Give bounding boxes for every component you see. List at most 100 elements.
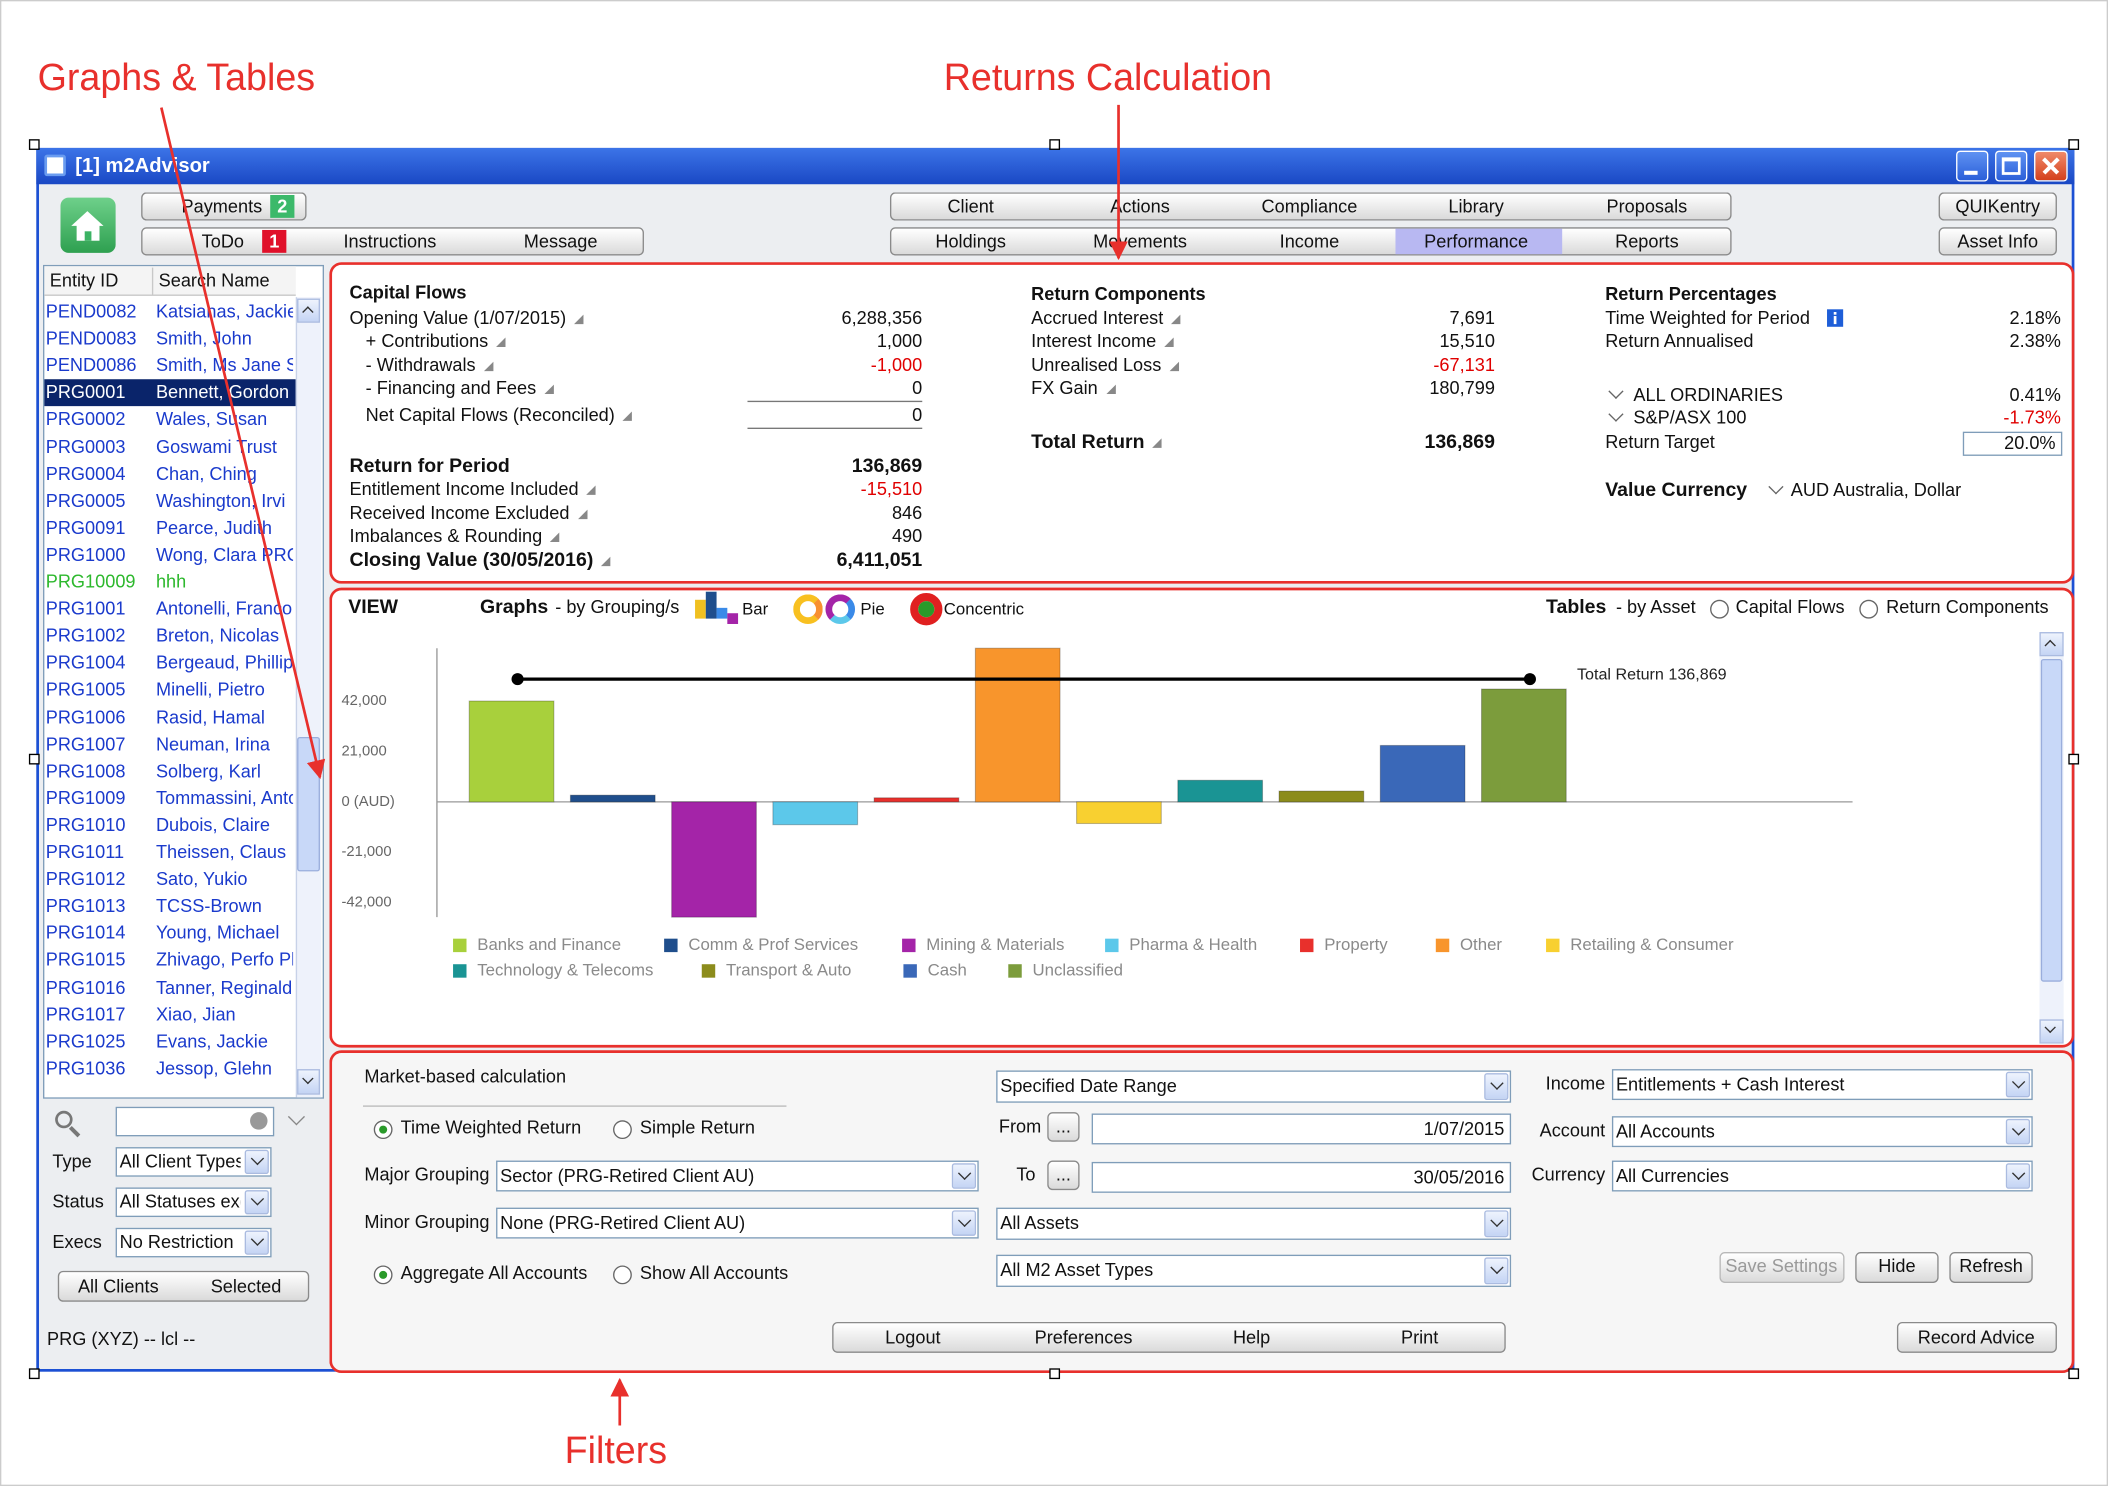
label[interactable]: ... bbox=[1055, 1164, 1071, 1185]
select[interactable] bbox=[1611, 1160, 2033, 1192]
bar-icon bbox=[716, 607, 728, 619]
button[interactable] bbox=[832, 1321, 1506, 1353]
select[interactable] bbox=[1611, 1069, 2033, 1101]
search-input[interactable] bbox=[115, 1106, 275, 1137]
label: Return for Period bbox=[349, 455, 510, 478]
scroll-thumb[interactable] bbox=[2040, 658, 2063, 982]
label[interactable]: Client bbox=[947, 196, 994, 217]
search-name: Neuman, Irina bbox=[155, 733, 270, 754]
radio[interactable] bbox=[613, 1120, 632, 1140]
button[interactable] bbox=[1047, 1112, 1080, 1142]
icon bbox=[1833, 316, 1837, 325]
pie-icon[interactable] bbox=[825, 594, 856, 624]
button[interactable] bbox=[889, 192, 1732, 221]
radio[interactable] bbox=[613, 1265, 632, 1285]
search-name: Rasid, Hamal bbox=[155, 706, 265, 727]
button[interactable] bbox=[1949, 1252, 2033, 1283]
select[interactable] bbox=[996, 1207, 1512, 1240]
label[interactable]: Refresh bbox=[1959, 1256, 2023, 1277]
radio[interactable] bbox=[1859, 599, 1879, 619]
minimize-button[interactable] bbox=[1956, 150, 1989, 182]
label[interactable]: Time Weighted Return bbox=[400, 1117, 582, 1138]
label: Income bbox=[1545, 1073, 1606, 1094]
select[interactable] bbox=[1611, 1116, 2033, 1148]
icon bbox=[84, 231, 92, 241]
bar-icon[interactable] bbox=[695, 599, 706, 619]
select[interactable] bbox=[996, 1070, 1512, 1103]
clear-button[interactable] bbox=[250, 1112, 268, 1130]
label: - Withdrawals bbox=[365, 355, 476, 376]
value: 0.41% bbox=[2009, 384, 2061, 405]
button[interactable] bbox=[1938, 192, 2057, 221]
pie-icon[interactable] bbox=[793, 594, 823, 624]
maximize-button[interactable] bbox=[1995, 150, 2028, 182]
search-name: Chan, Ching bbox=[155, 463, 257, 484]
label[interactable]: Record Advice bbox=[1917, 1327, 2035, 1348]
menu-marker bbox=[600, 556, 611, 567]
button[interactable] bbox=[1938, 227, 2057, 256]
label[interactable]: Reports bbox=[1615, 231, 1679, 252]
entity-id: PRG0091 bbox=[45, 517, 126, 538]
input[interactable] bbox=[1091, 1113, 1512, 1145]
input[interactable] bbox=[1962, 431, 2063, 456]
label[interactable]: Bar bbox=[742, 599, 769, 619]
select-arrow bbox=[1484, 1210, 1509, 1238]
label[interactable]: Show All Accounts bbox=[639, 1262, 789, 1283]
select[interactable] bbox=[996, 1254, 1512, 1287]
label[interactable]: Asset Info bbox=[1957, 231, 2039, 252]
label[interactable]: All Clients bbox=[77, 1276, 159, 1297]
label[interactable]: Library bbox=[1448, 196, 1504, 217]
button[interactable] bbox=[1719, 1252, 1845, 1283]
label[interactable]: QUIKentry bbox=[1955, 196, 2041, 217]
label[interactable]: Logout bbox=[885, 1327, 941, 1348]
scroll-down[interactable] bbox=[2039, 1019, 2064, 1044]
label: Status bbox=[52, 1191, 104, 1212]
label: Unrealised Loss bbox=[1031, 355, 1162, 376]
label[interactable]: Income bbox=[1279, 231, 1340, 252]
label[interactable]: Print bbox=[1401, 1327, 1439, 1348]
label: 2 bbox=[277, 196, 288, 217]
label[interactable]: Instructions bbox=[343, 231, 437, 252]
menu-marker bbox=[586, 485, 596, 495]
label: Return Target bbox=[1605, 431, 1715, 452]
label: Market-based calculation bbox=[364, 1066, 567, 1087]
label[interactable]: Compliance bbox=[1261, 196, 1358, 217]
label[interactable]: Simple Return bbox=[639, 1117, 755, 1138]
label[interactable]: ... bbox=[1055, 1116, 1071, 1137]
label[interactable]: Performance bbox=[1424, 231, 1529, 252]
label: S&P/ASX 100 bbox=[1633, 407, 1747, 428]
bar-icon bbox=[727, 613, 739, 624]
entity-id: PRG1012 bbox=[45, 868, 126, 890]
label[interactable]: Concentric bbox=[943, 599, 1025, 619]
label[interactable]: Aggregate All Accounts bbox=[400, 1262, 588, 1283]
label[interactable]: Holdings bbox=[935, 231, 1006, 252]
button[interactable] bbox=[1047, 1160, 1080, 1191]
button[interactable] bbox=[1855, 1252, 1939, 1283]
label[interactable]: Preferences bbox=[1034, 1327, 1133, 1348]
radio[interactable] bbox=[1710, 599, 1729, 619]
button[interactable] bbox=[1896, 1321, 2057, 1353]
label[interactable]: Return Components bbox=[1886, 597, 2049, 618]
label[interactable]: Hide bbox=[1878, 1256, 1916, 1277]
button[interactable] bbox=[57, 1270, 310, 1302]
label[interactable]: Message bbox=[523, 231, 598, 252]
label: ALL ORDINARIES bbox=[1633, 384, 1784, 405]
select-arrow bbox=[1484, 1073, 1509, 1101]
scroll-up[interactable] bbox=[2039, 632, 2064, 657]
label[interactable]: Actions bbox=[1110, 196, 1170, 217]
entity-id: PRG0003 bbox=[45, 436, 126, 457]
label[interactable]: Proposals bbox=[1606, 196, 1688, 217]
select[interactable] bbox=[496, 1207, 979, 1239]
label[interactable]: Pie bbox=[860, 599, 885, 619]
menu-marker bbox=[1170, 314, 1181, 325]
button[interactable] bbox=[889, 227, 1732, 256]
label[interactable]: Capital Flows bbox=[1735, 597, 1845, 618]
input[interactable] bbox=[1091, 1161, 1512, 1193]
select[interactable] bbox=[496, 1160, 979, 1192]
label[interactable]: Help bbox=[1232, 1327, 1271, 1348]
scroll-thumb[interactable] bbox=[297, 736, 320, 872]
scroll-down[interactable] bbox=[297, 1069, 320, 1095]
entity-id: PRG0004 bbox=[45, 463, 126, 484]
label: FX Gain bbox=[1031, 377, 1098, 399]
label[interactable]: Selected bbox=[210, 1276, 282, 1297]
